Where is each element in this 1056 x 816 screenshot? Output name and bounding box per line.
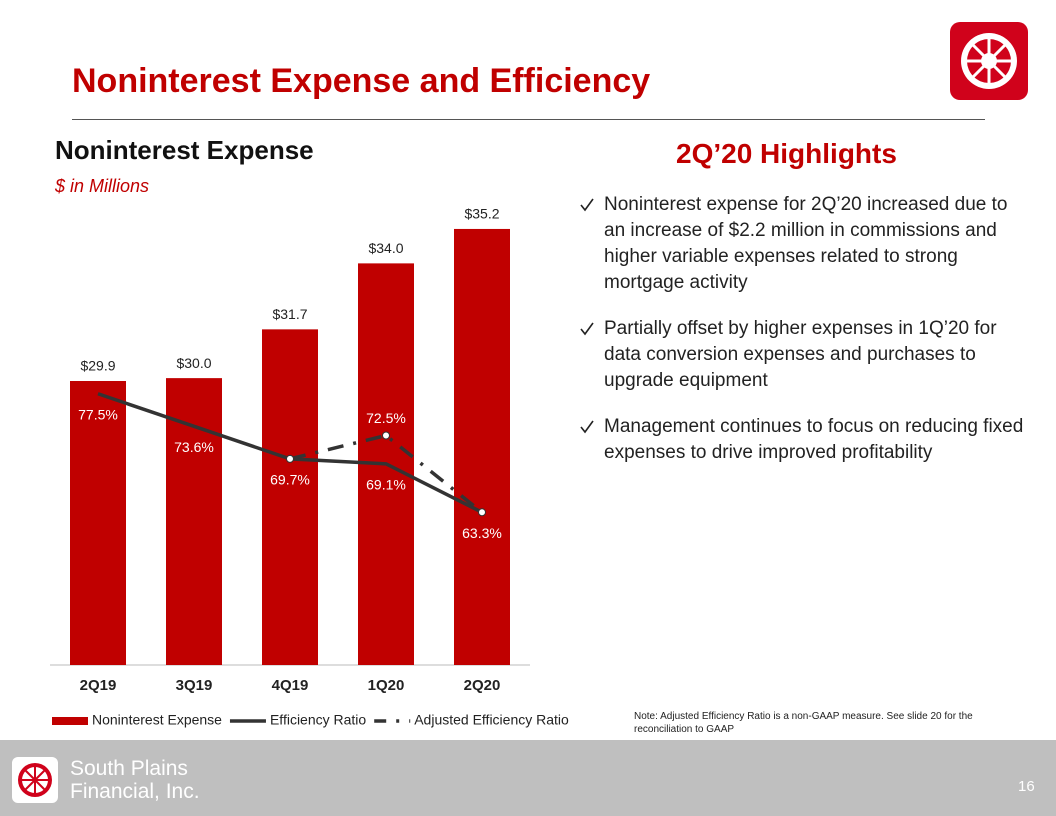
bullet: Partially offset by higher expenses in 1… <box>580 316 1024 394</box>
bar <box>70 380 126 665</box>
point <box>382 431 390 440</box>
company-line: South Plains <box>70 757 188 780</box>
bullet-text: Partially offset by higher expenses in 1… <box>604 318 997 391</box>
bar <box>454 228 510 665</box>
x-tick-label: 2Q20 <box>464 677 501 694</box>
legend-label: Adjusted Efficiency Ratio <box>414 712 569 728</box>
point-value-label: 69.1% <box>366 477 406 493</box>
check-icon <box>580 322 594 336</box>
bar-value-label: $34.0 <box>368 240 403 256</box>
chart-subtitle: $ in Millions <box>54 176 149 196</box>
point-value-label: 73.6% <box>174 439 214 455</box>
check-icon <box>580 420 594 434</box>
slide-title: Noninterest Expense and Efficiency <box>72 62 651 100</box>
footer: South Plains Financial, Inc. 16 <box>0 740 1056 816</box>
legend-swatch <box>52 717 88 725</box>
legend-label: Efficiency Ratio <box>270 712 366 728</box>
company-line: Financial, Inc. <box>70 780 200 803</box>
chart: Noninterest Expense $ in Millions 2Q19 3Q… <box>50 135 569 728</box>
highlights: 2Q’20 Highlights Noninterest expense for… <box>580 138 1040 466</box>
chart-title: Noninterest Expense <box>55 135 314 165</box>
page-number: 16 <box>1018 778 1035 795</box>
bar-value-label: $29.9 <box>80 358 115 374</box>
bar <box>262 329 318 665</box>
title-rule <box>72 119 985 120</box>
check-icon <box>580 198 594 212</box>
bullet: Management continues to focus on reducin… <box>580 414 1024 466</box>
point-value-label: 72.5% <box>366 410 406 426</box>
bullet-text: Management continues to focus on reducin… <box>604 416 1024 463</box>
footer-logo <box>12 757 58 803</box>
bar-value-label: $31.7 <box>272 306 307 322</box>
highlights-title: 2Q’20 Highlights <box>676 138 897 169</box>
note: Note: Adjusted Efficiency Ratio is a non… <box>634 711 973 735</box>
point-value-label: 69.7% <box>270 472 310 488</box>
point-value-label: 77.5% <box>78 406 118 422</box>
company-name: South Plains Financial, Inc. <box>70 757 200 803</box>
point <box>286 454 294 463</box>
point <box>478 508 486 517</box>
x-tick-label: 1Q20 <box>368 677 405 694</box>
x-tick-label: 4Q19 <box>272 677 309 694</box>
logo <box>950 22 1028 100</box>
point-value-label: 63.3% <box>462 525 502 541</box>
bar-value-label: $30.0 <box>176 355 211 371</box>
bar-value-label: $35.2 <box>464 206 499 222</box>
x-tick-label: 2Q19 <box>80 677 117 694</box>
x-tick-label: 3Q19 <box>176 677 213 694</box>
bullet-text: Noninterest expense for 2Q’20 increased … <box>604 194 1008 293</box>
legend-label: Noninterest Expense <box>92 712 222 728</box>
bullet: Noninterest expense for 2Q’20 increased … <box>580 192 1024 296</box>
